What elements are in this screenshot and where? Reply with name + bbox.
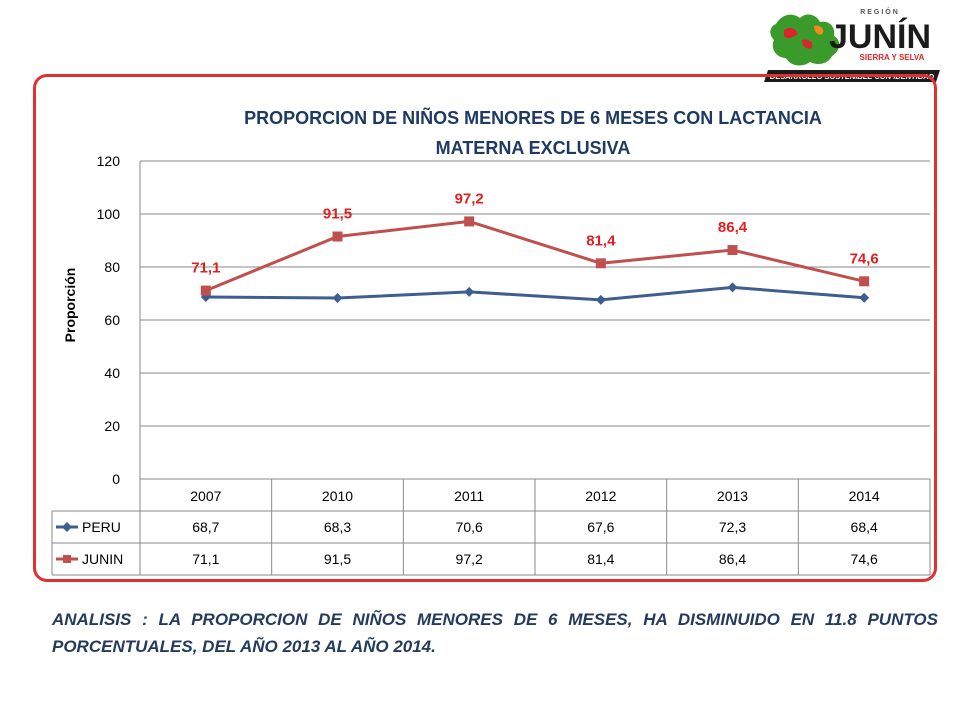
chart-title-line-2: MATERNA EXCLUSIVA [436,138,631,158]
table-cell: 86,4 [719,551,746,567]
region-map-accent-orange [814,25,824,35]
point-junin [595,258,606,269]
legend-label-peru: PERU [82,519,121,535]
table-cell: 81,4 [587,551,614,567]
point-peru [859,292,870,303]
y-tick-label: 0 [112,471,120,487]
brand-top-label: REGIÓN [860,7,900,16]
x-category-label: 2011 [454,488,484,504]
region-map-accent [784,27,813,49]
data-label-junin: 97,2 [455,190,484,207]
y-axis-label: Proporción [62,268,78,343]
y-tick-label: 100 [97,206,121,222]
y-tick-label: 60 [104,312,120,328]
legend-marker-peru [62,522,72,532]
x-category-label: 2013 [717,488,748,504]
line-chart: PROPORCION DE NIÑOS MENORES DE 6 MESES C… [51,107,931,576]
table-cell: 91,5 [324,551,351,567]
table-cell: 67,6 [587,519,614,535]
table-cell: 70,6 [456,519,483,535]
table-cell: 68,7 [192,519,219,535]
point-peru [595,294,606,305]
data-label-junin: 91,5 [323,206,352,223]
data-label-junin: 81,4 [586,232,616,249]
y-tick-label: 80 [104,259,120,275]
data-labels: 71,1 91,5 97,2 81,4 86,4 74,6 [191,190,879,276]
point-junin [859,276,870,287]
series-line-junin [205,219,865,292]
y-tick-label: 40 [104,365,120,381]
table-cell: 71,1 [192,551,219,567]
legend-label-junin: JUNIN [82,551,123,567]
point-peru [464,286,475,297]
legend-marker-junin [63,555,71,563]
brand-sub: SIERRA Y SELVA [860,53,925,62]
data-label-junin: 74,6 [850,250,879,267]
analysis-text: ANALISIS : LA PROPORCION DE NIÑOS MENORE… [52,610,938,656]
table-cell: 97,2 [456,551,483,567]
chart-frame [33,74,937,582]
x-category-label: 2014 [849,488,880,504]
x-category-label: 2012 [585,488,616,504]
table-cell: 72,3 [719,519,746,535]
x-category-label: 2010 [322,488,353,504]
series-line-peru [205,285,865,302]
x-category-label: 2007 [190,488,221,504]
grid [139,160,930,480]
data-table: 2007 2010 2011 2012 2013 2014 PERU 68,7 68,3 70,6… [51,478,931,576]
table-cell: 74,6 [851,551,878,567]
point-junin [332,231,343,242]
y-tick-label: 20 [104,418,120,434]
brand-name: JUNÍN [829,18,931,56]
point-junin [200,285,211,296]
series-layer [200,216,870,305]
chart-title-line-1: PROPORCION DE NIÑOS MENORES DE 6 MESES C… [244,107,822,128]
point-junin [464,216,475,227]
table-cell: 68,3 [324,519,351,535]
data-label-junin: 71,1 [191,260,220,277]
y-tick-label: 120 [97,153,121,169]
point-junin [727,245,738,256]
point-peru [332,293,343,304]
data-label-junin: 86,4 [718,219,748,236]
point-peru [727,282,738,293]
y-axis-ticks: 0 20 40 60 80 100 120 [97,153,121,487]
table-cell: 68,4 [851,519,878,535]
